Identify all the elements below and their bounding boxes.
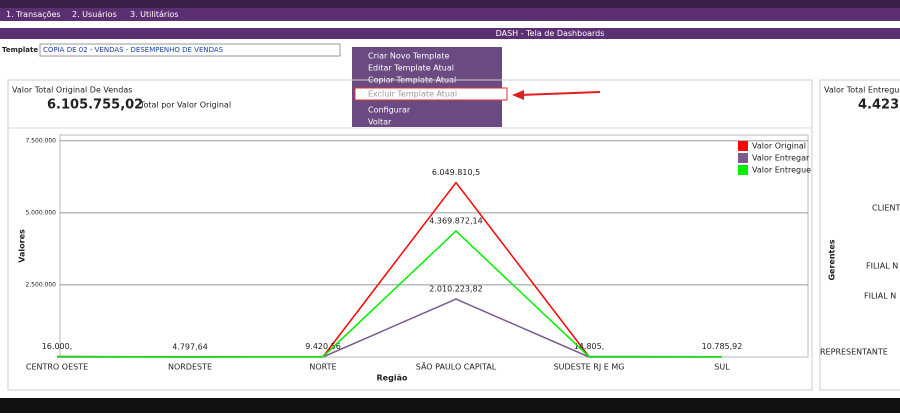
menu-option[interactable]: Criar Novo Template: [368, 52, 449, 61]
data-label: 2.010.223,82: [429, 285, 482, 294]
data-label: 14.805,: [574, 342, 605, 351]
bar-label: CLIENT: [872, 204, 900, 213]
data-label: 4.797,64: [172, 342, 208, 351]
arrow: [519, 91, 601, 96]
x-tick-label: NORTE: [309, 363, 336, 372]
legend-swatch: [738, 153, 748, 163]
x-tick-label: SUDESTE RJ E MG: [554, 363, 625, 372]
data-label: 9.420,56: [305, 342, 341, 351]
legend-label: Valor Entregue: [752, 166, 811, 175]
toolbar: [0, 28, 900, 39]
y-tick-label: 7.500.000: [25, 137, 56, 144]
bar-label: FILIAL N: [864, 292, 896, 301]
taskbar: [0, 398, 900, 413]
menu-item[interactable]: 1. Transações: [6, 10, 61, 19]
menu-option[interactable]: Editar Template Atual: [368, 64, 454, 73]
legend-swatch: [738, 165, 748, 175]
legend-label: Valor Original: [752, 142, 806, 151]
menu-bar: [0, 8, 900, 21]
x-axis-label: Região: [377, 374, 408, 383]
menu-item[interactable]: 2. Usuários: [72, 10, 117, 19]
toolbar-title: DASH - Tela de Dashboards: [496, 29, 605, 38]
x-tick-label: SÃO PAULO CAPITAL: [416, 362, 497, 372]
dropdown-menu: [352, 47, 502, 127]
menu-option[interactable]: Excluir Template Atual: [368, 90, 457, 99]
x-tick-label: SUL: [714, 363, 730, 372]
panel-caption: Total por Valor Original: [139, 101, 231, 110]
top-strip: [0, 0, 900, 8]
panel-2-title: Valor Total Entregue: [824, 86, 900, 95]
data-label: 6.049.810,5: [432, 168, 480, 177]
legend-label: Valor Entregar: [752, 154, 810, 163]
x-tick-label: CENTRO OESTE: [26, 363, 88, 372]
panel-title: Valor Total Original De Vendas: [12, 86, 132, 95]
data-label: 16.000,: [42, 342, 73, 351]
template-select[interactable]: [39, 43, 341, 57]
panel-2: [819, 79, 900, 391]
bar-label: FILIAL N: [866, 262, 898, 271]
data-label: 10.785,92: [702, 342, 743, 351]
template-value: CÓPIA DE 02 - VENDAS - DESEMPENHO DE VEN…: [43, 45, 224, 54]
menu-item[interactable]: 3. Utilitários: [130, 10, 178, 19]
menu-option[interactable]: Configurar: [368, 106, 411, 115]
y-axis-label: Valores: [18, 229, 27, 263]
y-tick-label: 5.000.000: [25, 209, 56, 216]
y-tick-label: 2.500.000: [25, 281, 56, 288]
series-line: [56, 229, 723, 358]
y-axis-label: Gerentes: [828, 239, 837, 280]
panel: [7, 79, 813, 391]
x-tick-label: NORDESTE: [168, 363, 212, 372]
highlight-box: [354, 87, 508, 101]
bar-label: REPRESENTANTE: [820, 348, 888, 357]
menu-option[interactable]: Voltar: [368, 118, 392, 127]
panel-total: 6.105.755,02: [47, 98, 143, 113]
plot-area: [59, 134, 809, 358]
data-label: 4.369.872,14: [429, 217, 482, 226]
panel-2-total: 4.423.: [858, 98, 900, 113]
arrow-head: [512, 90, 524, 100]
template-label: Template: [2, 46, 38, 54]
legend-swatch: [738, 141, 748, 151]
